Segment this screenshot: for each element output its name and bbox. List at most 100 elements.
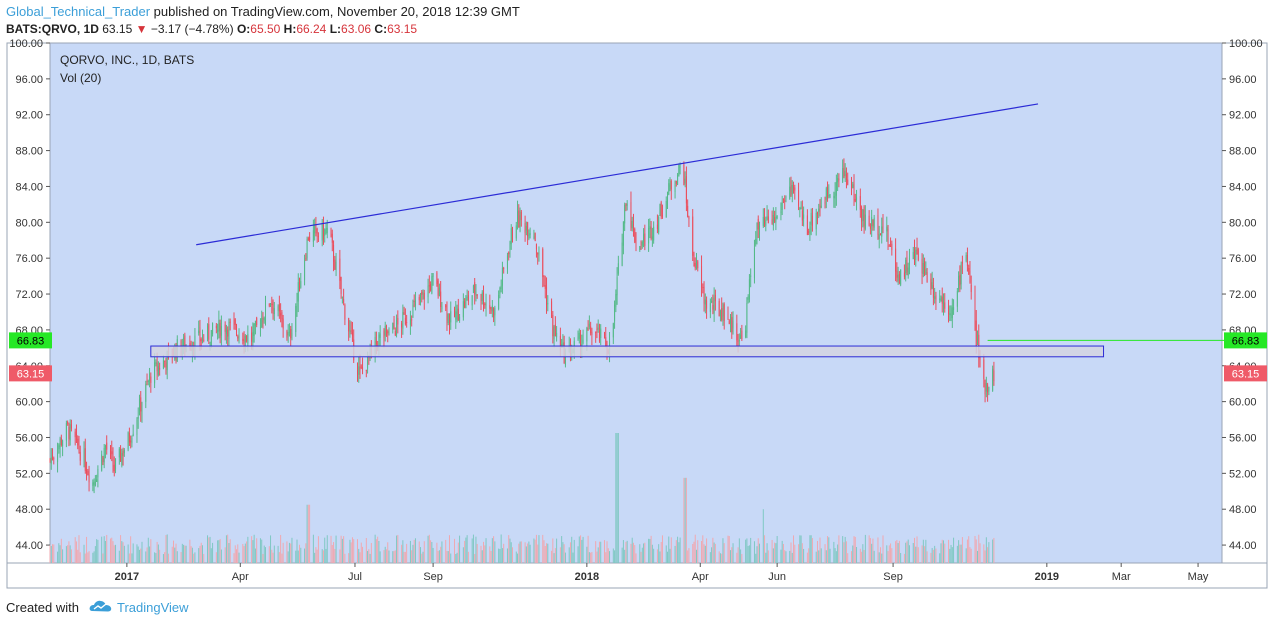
candle-body — [396, 320, 398, 336]
volume-bar — [472, 534, 474, 563]
volume-bar — [140, 548, 142, 563]
candle-body — [59, 438, 61, 448]
candle-body — [772, 214, 774, 226]
candle-body — [270, 303, 272, 305]
volume-bar — [464, 540, 466, 563]
volume-bar — [756, 546, 758, 563]
candle-body — [251, 332, 253, 342]
volume-bar — [233, 553, 235, 563]
volume-bar — [481, 550, 483, 563]
volume-bar — [115, 544, 117, 563]
volume-bar — [944, 543, 946, 563]
candle-body — [264, 301, 266, 318]
volume-bar — [440, 546, 442, 563]
volume-bar — [808, 548, 810, 563]
author-link[interactable]: Global_Technical_Trader — [6, 4, 151, 19]
volume-bar — [859, 548, 861, 563]
volume-bar — [356, 539, 358, 563]
volume-bar — [77, 549, 79, 563]
volume-bar — [640, 551, 642, 563]
volume-bar — [185, 545, 187, 563]
y-tick-label-left: 88.00 — [15, 146, 43, 158]
volume-bar — [200, 542, 202, 563]
tradingview-brand[interactable]: TradingView — [116, 600, 189, 615]
candle-body — [659, 204, 661, 216]
candle-body — [968, 268, 970, 275]
candle-body — [288, 331, 290, 333]
candle-body — [833, 195, 835, 199]
candle-body — [921, 258, 923, 274]
candle-body — [906, 256, 908, 272]
volume-bar — [551, 550, 553, 563]
volume-bar — [471, 538, 473, 563]
candle-body — [87, 470, 89, 476]
tradingview-logo-icon[interactable] — [89, 599, 113, 616]
candle-body — [577, 336, 579, 341]
volume-bar — [706, 538, 708, 563]
volume-bar — [896, 539, 898, 563]
candle-body — [244, 335, 246, 343]
candle-body — [131, 437, 133, 444]
candle-body — [722, 305, 724, 317]
candle-body — [670, 180, 672, 190]
volume-bar — [401, 544, 403, 563]
volume-bar — [898, 540, 900, 563]
volume-bar — [238, 552, 240, 563]
candle-body — [77, 438, 79, 446]
volume-bar — [974, 535, 976, 563]
candle-body — [766, 215, 768, 219]
volume-bar — [118, 550, 120, 563]
candle-body — [508, 252, 510, 255]
volume-bar — [824, 544, 826, 563]
volume-bar — [60, 538, 62, 563]
candle-body — [454, 308, 456, 317]
candle-body — [554, 324, 556, 337]
candle-body — [511, 227, 513, 236]
candle-body — [922, 263, 924, 274]
volume-bar — [506, 548, 508, 563]
volume-bar — [104, 540, 106, 563]
volume-bar — [969, 547, 971, 563]
candle-body — [624, 204, 626, 224]
candle-body — [872, 219, 874, 226]
volume-bar — [253, 534, 255, 563]
volume-bar — [339, 549, 341, 563]
volume-bar — [741, 553, 743, 563]
candle-body — [578, 332, 580, 339]
volume-bar — [324, 537, 326, 563]
volume-bar — [321, 549, 323, 563]
candle-body — [741, 330, 743, 340]
volume-bar — [164, 552, 166, 563]
volume-bar — [344, 553, 346, 563]
volume-bar — [150, 539, 152, 563]
candle-body — [934, 296, 936, 299]
candle-body — [247, 333, 249, 344]
volume-bar — [800, 535, 802, 563]
volume-bar — [799, 535, 801, 563]
candle-body — [917, 249, 919, 261]
volume-bar — [297, 550, 299, 563]
volume-bar — [864, 534, 866, 563]
volume-bar — [670, 537, 672, 563]
candle-body — [959, 274, 961, 286]
candle-body — [897, 274, 899, 282]
volume-bar — [723, 543, 725, 563]
volume-bar — [856, 546, 858, 563]
x-tick-label: 2019 — [1035, 571, 1059, 583]
volume-bar — [793, 535, 795, 563]
volume-bar — [631, 537, 633, 563]
x-tick-label: Mar — [1112, 571, 1131, 583]
volume-bar — [236, 549, 238, 563]
candle-body — [816, 212, 818, 215]
volume-bar — [290, 543, 292, 563]
volume-bar — [755, 553, 757, 563]
volume-bar — [852, 545, 854, 563]
volume-bar — [873, 550, 875, 563]
candle-body — [890, 246, 892, 248]
publish-info: Global_Technical_Trader published on Tra… — [6, 4, 520, 19]
volume-bar — [562, 542, 564, 563]
candle-body — [60, 438, 62, 445]
volume-bar — [819, 537, 821, 563]
volume-bar — [509, 538, 511, 563]
